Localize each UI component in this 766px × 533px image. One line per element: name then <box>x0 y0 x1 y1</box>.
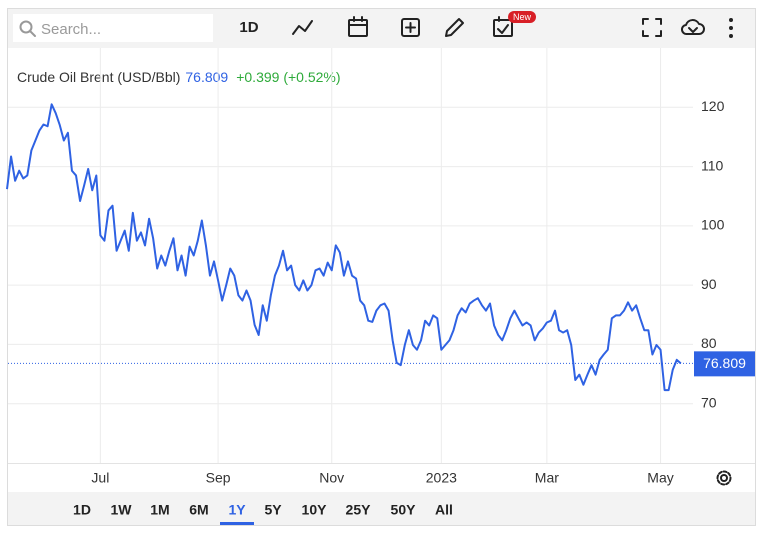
range-button[interactable]: 50Y <box>391 502 417 518</box>
search-icon <box>19 20 36 37</box>
events-icon[interactable] <box>493 16 513 37</box>
y-tick-label: 120 <box>701 98 725 114</box>
range-button[interactable]: 5Y <box>264 502 282 518</box>
frame <box>7 8 756 526</box>
add-indicator-icon[interactable] <box>401 18 420 37</box>
range-button[interactable]: 6M <box>189 502 208 518</box>
menu-icon[interactable] <box>729 18 733 38</box>
last-price: 76.809 <box>185 69 228 85</box>
interval-button[interactable]: 1D <box>239 19 258 36</box>
x-tick-label: Mar <box>535 470 559 486</box>
new-badge <box>508 11 536 23</box>
last-price-marker <box>694 351 755 377</box>
x-tick-label: Jul <box>91 470 109 486</box>
y-tick-label: 70 <box>701 394 717 410</box>
last-price-label: 76.809 <box>703 355 746 371</box>
x-tick-label: Nov <box>319 470 344 486</box>
y-tick-label: 100 <box>701 217 725 233</box>
instrument-title: Crude Oil Brent (USD/Bbl) <box>17 69 180 85</box>
range-button[interactable]: All <box>435 502 453 518</box>
chart-type-icon[interactable] <box>292 20 313 35</box>
plot: 76.809 <box>6 103 755 392</box>
range-selected-underline <box>220 522 254 525</box>
range-button[interactable]: 1W <box>111 502 133 518</box>
x-tick-label: 2023 <box>426 470 457 486</box>
range-bar <box>8 492 755 525</box>
range-buttons: 1D 1W 1M 6M 1Y 5Y 10Y 25Y 50Y All <box>73 502 453 525</box>
y-tick-label: 90 <box>701 276 717 292</box>
y-tick-label: 110 <box>701 157 724 173</box>
price-change: +0.399 (+0.52%) <box>236 69 340 85</box>
draw-icon[interactable] <box>445 18 464 37</box>
download-icon[interactable] <box>680 19 705 35</box>
x-tick-label: Sep <box>206 470 231 486</box>
range-button[interactable]: 1M <box>150 502 169 518</box>
range-button[interactable]: 1D <box>73 502 91 518</box>
range-button[interactable]: 25Y <box>346 502 372 518</box>
range-button[interactable]: 1Y <box>228 502 246 518</box>
settings-icon[interactable] <box>716 470 732 486</box>
x-tick-label: May <box>647 470 673 486</box>
calendar-icon[interactable] <box>348 16 368 37</box>
new-badge-text: New <box>513 12 532 22</box>
grid: 70 80 90 100 110 120 Jul Sep Nov 2023 Mar May <box>8 48 725 486</box>
price-line <box>6 103 682 392</box>
y-tick-label: 80 <box>701 335 717 351</box>
range-button[interactable]: 10Y <box>302 502 328 518</box>
search-box[interactable] <box>13 14 213 42</box>
search-placeholder: Search... <box>41 21 101 38</box>
fullscreen-icon[interactable] <box>642 18 662 37</box>
chart-header: Crude Oil Brent (USD/Bbl) 76.809 +0.399 (+… <box>17 69 341 85</box>
